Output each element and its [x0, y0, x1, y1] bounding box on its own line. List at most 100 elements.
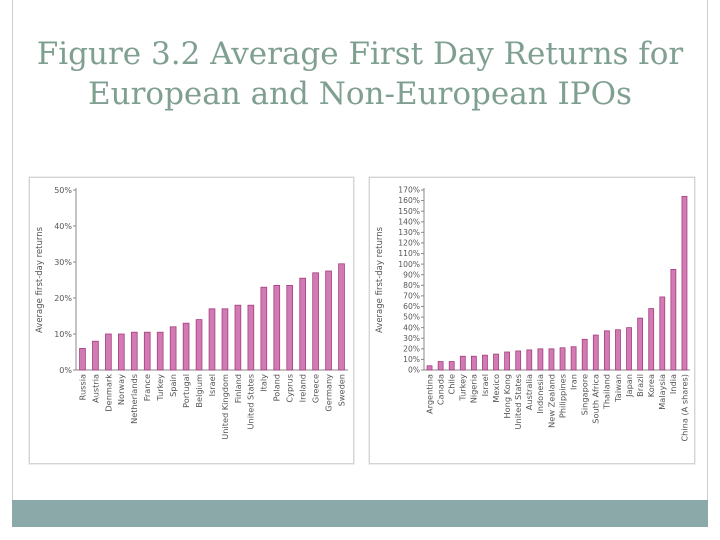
category-label: Korea	[646, 374, 656, 397]
category-label: United Kingdom	[220, 374, 230, 440]
category-label: Netherlands	[129, 374, 139, 424]
y-tick-label: 80%	[403, 281, 420, 290]
y-tick-label: 90%	[403, 270, 420, 279]
bar-portugal	[182, 322, 190, 371]
bar-thailand	[603, 330, 610, 371]
category-label: Mexico	[491, 374, 501, 403]
category-label: Austria	[90, 374, 100, 403]
y-tick-label: 70%	[403, 292, 420, 301]
y-tick-label: 30%	[403, 334, 420, 343]
bar-italy	[260, 286, 268, 371]
bar-malaysia	[659, 296, 666, 371]
european-chart-svg: 0% 10% 20% 30% 40% 50% Average first-day retur…	[35, 186, 348, 440]
category-label: Chile	[447, 374, 457, 395]
category-label: Nigeria	[469, 374, 479, 403]
category-label: Italy	[259, 374, 269, 392]
category-label: Turkey	[458, 374, 468, 402]
bar-south-africa	[592, 334, 599, 371]
bar-new-zealand	[548, 348, 555, 371]
category-label: Denmark	[103, 374, 113, 412]
category-label: Malaysia	[657, 374, 667, 410]
y-axis-label: Average first-day returns	[375, 226, 385, 333]
bar-poland	[273, 285, 281, 371]
category-label: India	[668, 374, 678, 394]
y-tick-label: 170%	[398, 186, 420, 195]
bar-finland	[234, 304, 242, 371]
y-tick-label: 10%	[54, 330, 72, 339]
y-tick-label: 140%	[398, 217, 420, 226]
category-label: Belgium	[194, 374, 204, 408]
bar-canada	[437, 361, 444, 371]
y-tick-label: 130%	[398, 228, 420, 237]
bar-taiwan	[615, 329, 621, 371]
non-european-chart-svg: 0% 10% 20%30% 40%50% 60%70% 80% 90%100% 110%120…	[375, 186, 690, 442]
bar-mexico	[493, 353, 499, 371]
bar-denmark	[105, 333, 112, 371]
bar-turkey	[459, 355, 466, 371]
y-tick-label: 50%	[403, 313, 420, 322]
bar-ireland	[299, 277, 306, 371]
bar-germany	[325, 270, 332, 371]
slide-title-line-1: Figure 3.2 Average First Day Returns for	[36, 36, 684, 72]
category-label: United States	[513, 374, 523, 429]
bar-korea	[648, 308, 655, 371]
category-label: Ireland	[298, 374, 308, 402]
y-tick-label: 60%	[403, 302, 420, 311]
y-tick-label: 110%	[398, 249, 420, 258]
category-label: Poland	[272, 374, 282, 401]
bar-china-a-shares	[681, 195, 688, 371]
category-label: Brazil	[635, 374, 645, 397]
bar-austria	[92, 340, 99, 371]
category-label: Iran	[568, 374, 578, 390]
y-tick-label: 100%	[398, 260, 420, 269]
y-tick-label: 50%	[54, 186, 72, 195]
bar-japan	[626, 327, 632, 371]
bar-belgium	[195, 319, 203, 371]
y-tick-label: 40%	[403, 323, 420, 332]
bar-russia	[79, 347, 86, 371]
y-tick-label: 120%	[398, 239, 420, 248]
category-label: Philippines	[557, 374, 567, 418]
slide-frame	[12, 0, 708, 527]
bar-israel	[208, 308, 216, 371]
category-label: Sweden	[336, 374, 346, 406]
category-label: Japan	[624, 374, 634, 398]
bar-israel	[482, 354, 488, 371]
bar-australia	[526, 349, 533, 371]
bar-nigeria	[470, 355, 477, 371]
category-label: Australia	[524, 374, 534, 410]
category-label: Taiwan	[613, 374, 623, 403]
bar-india	[670, 269, 677, 371]
category-label: Norway	[116, 374, 126, 405]
bar-sweden	[338, 263, 345, 371]
bar-iran	[570, 346, 577, 371]
bar-cyprus	[286, 285, 294, 371]
category-label: Russia	[77, 374, 87, 400]
bar-united-states	[515, 350, 522, 371]
european-ipo-chart: 0% 10% 20% 30% 40% 50% Average first-day retur…	[29, 177, 354, 464]
footer-bar	[12, 500, 708, 527]
category-label: Greece	[310, 374, 320, 403]
category-label: New Zealand	[546, 374, 556, 428]
y-tick-label: 30%	[54, 258, 72, 267]
slide-title: Figure 3.2 Average First Day Returns for…	[20, 34, 700, 114]
category-label: Canada	[435, 374, 445, 405]
category-label: Spain	[168, 374, 178, 397]
y-tick-label: 10%	[403, 355, 420, 364]
category-label: Israel	[480, 374, 490, 396]
y-tick-label: 40%	[54, 222, 72, 231]
y-tick-label: 20%	[403, 344, 420, 353]
category-label: South Africa	[591, 374, 601, 424]
category-label: Israel	[207, 374, 217, 396]
bar-united-states	[247, 304, 255, 371]
category-label: Hong Kong	[502, 374, 512, 419]
category-label: France	[142, 374, 152, 401]
y-axis-label: Average first-day returns	[35, 226, 45, 333]
category-label: China (A shares)	[679, 374, 689, 442]
y-tick-label: 160%	[398, 196, 420, 205]
bar-philippines	[559, 347, 566, 371]
bar-norway	[118, 333, 125, 371]
y-tick-label: 0%	[59, 366, 72, 375]
category-label: Portugal	[181, 374, 191, 408]
category-label: Finland	[233, 374, 243, 403]
